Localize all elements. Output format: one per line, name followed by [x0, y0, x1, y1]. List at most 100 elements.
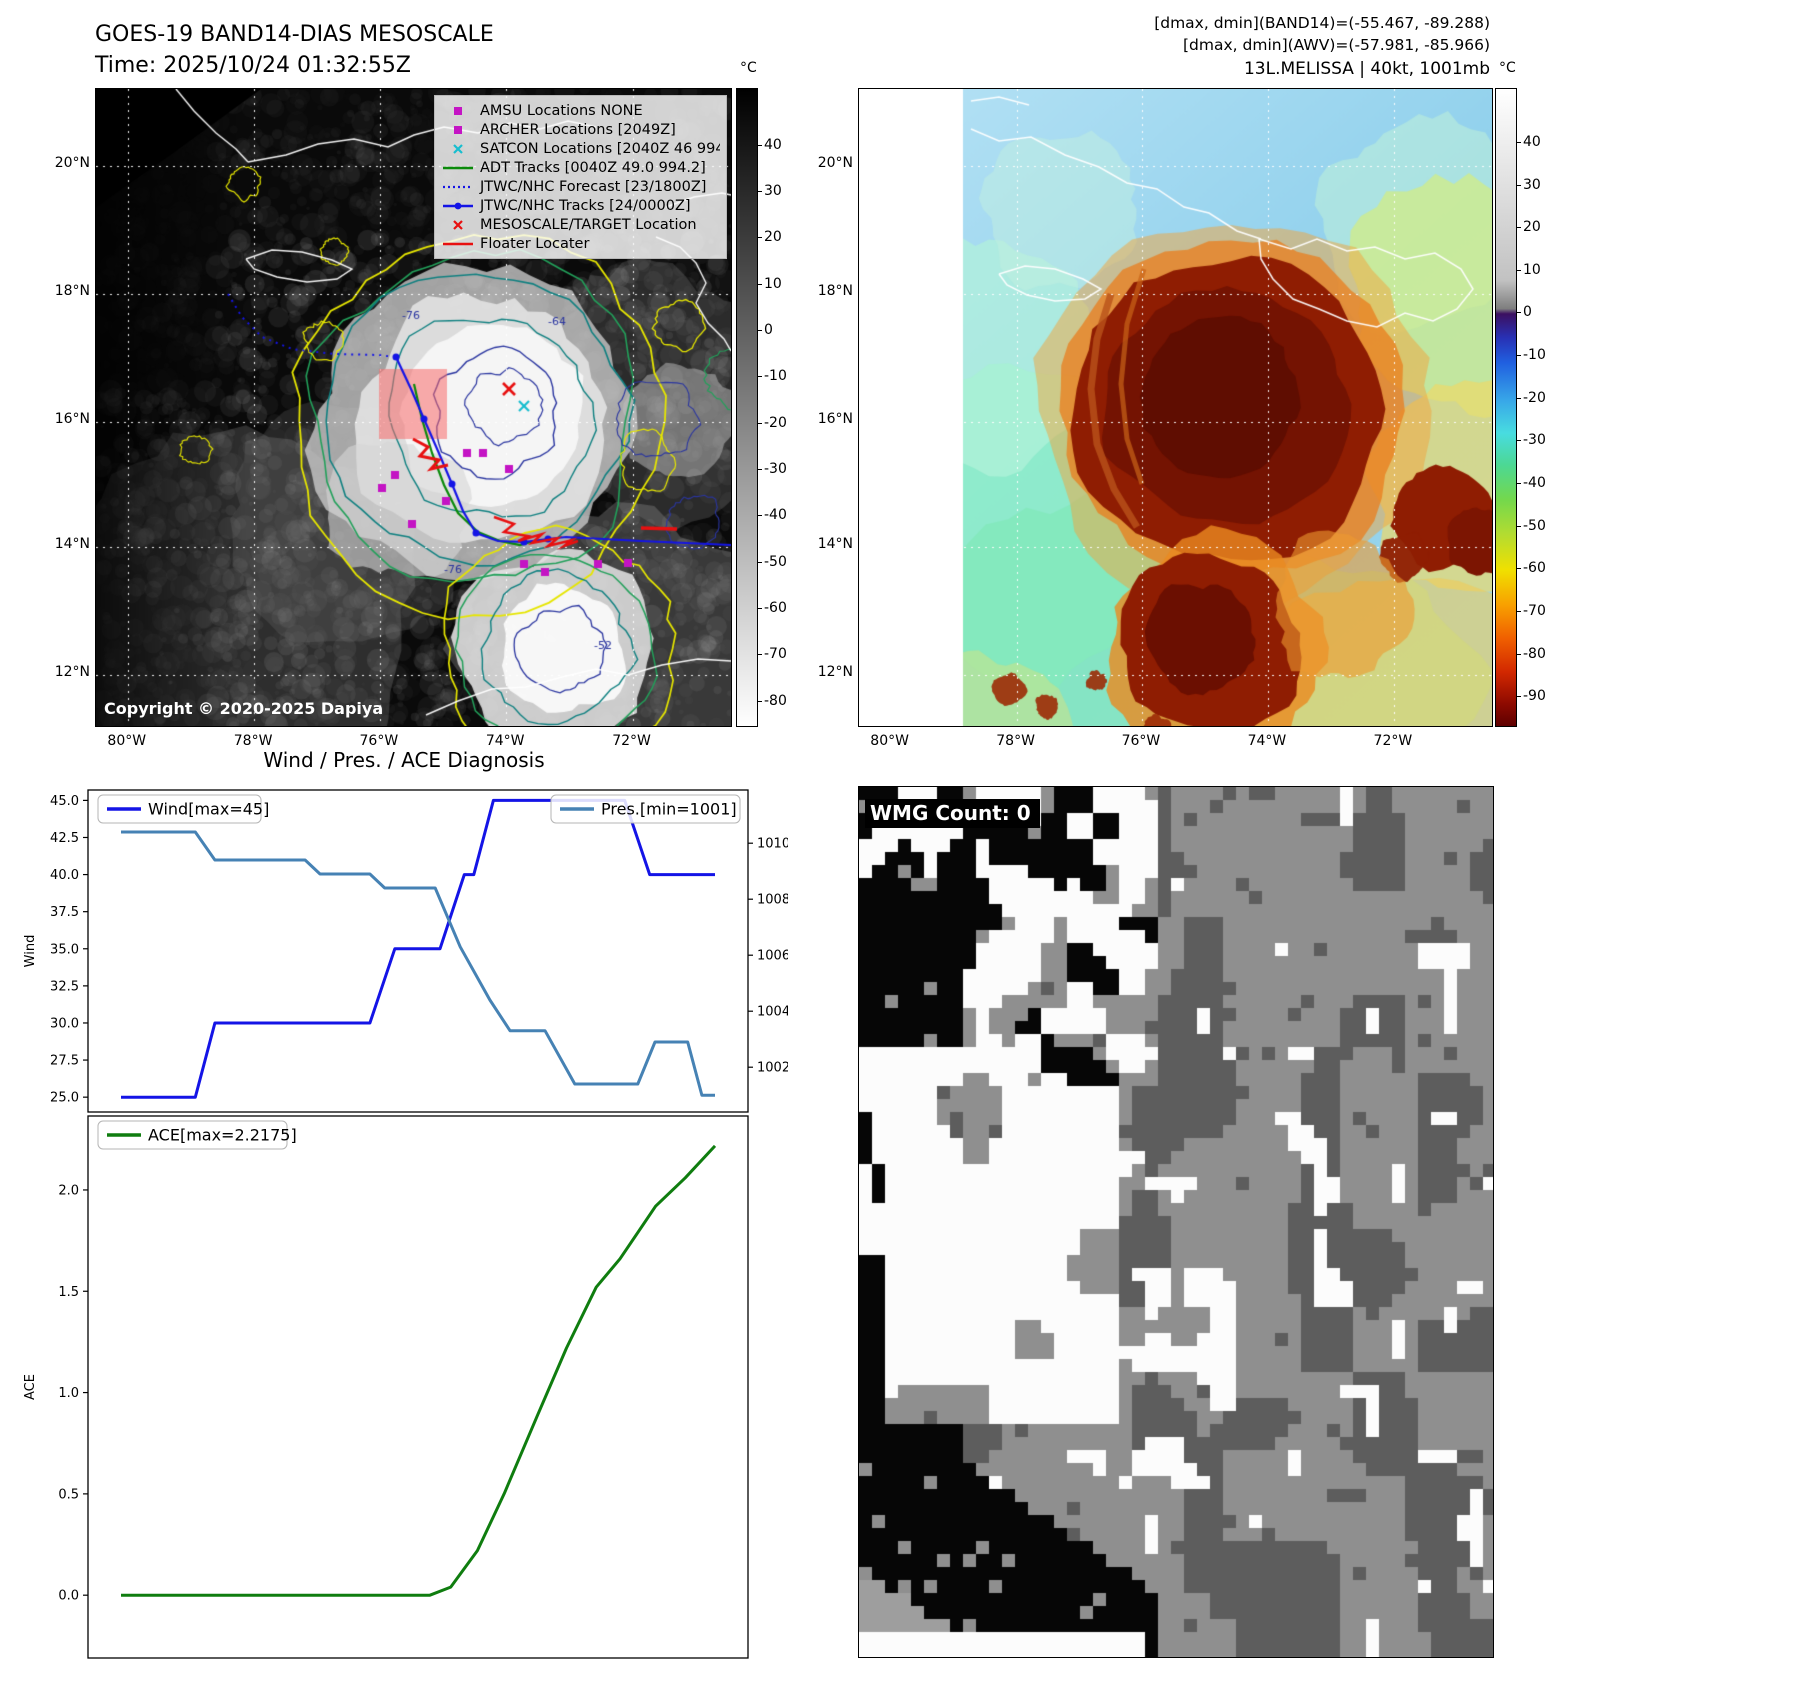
colorbar-tick-label: -70	[1523, 602, 1546, 619]
colorbar-tickmark	[1516, 568, 1521, 570]
storm-stats-header: [dmax, dmin](BAND14)=(-55.467, -89.288) …	[860, 12, 1490, 82]
colorbar-tickmark	[757, 607, 762, 609]
lon-tick-label: 76°W	[359, 733, 399, 749]
colorbar-tick-label: -10	[1523, 347, 1546, 364]
colorbar-tickmark	[1516, 696, 1521, 698]
svg-text:ACE: ACE	[23, 1374, 38, 1400]
colorbar-tickmark	[757, 283, 762, 285]
svg-text:ACE[max=2.2175]: ACE[max=2.2175]	[148, 1126, 297, 1145]
legend-item: Floater Locater	[441, 234, 720, 253]
legend-item: AMSU Locations NONE	[441, 101, 720, 120]
svg-text:32.5: 32.5	[50, 979, 79, 994]
colorbar-tick-label: -30	[1523, 432, 1546, 449]
legend-item-label: ADT Tracks [0040Z 49.0 994.2]	[480, 159, 706, 176]
wind-pressure-chart: 25.0 27.5 30.0 32.5 35.0 37.5 40.0 42.5 45.0 1002…	[20, 786, 788, 1116]
legend-item-label: AMSU Locations NONE	[480, 102, 643, 119]
colorbar-tick-label: -50	[1523, 517, 1546, 534]
colorbar-tickmark	[1516, 482, 1521, 484]
wmg-count-label: WMG Count: 0	[865, 799, 1040, 828]
dmax-dmin-band14: [dmax, dmin](BAND14)=(-55.467, -89.288)	[1154, 14, 1490, 32]
lat-tick-label: 12°N	[817, 664, 853, 681]
lon-tick-label: 72°W	[1373, 733, 1413, 749]
map-legend: AMSU Locations NONE ARCHER Locations [204…	[434, 95, 727, 259]
colorbar-tick-label: -20	[764, 414, 787, 431]
diagnosis-chart-title: Wind / Pres. / ACE Diagnosis	[263, 748, 545, 772]
lat-tick-label: 14°N	[54, 536, 90, 552]
svg-text:1008: 1008	[757, 893, 788, 908]
band14-timestamp: Time: 2025/10/24 01:32:55Z	[95, 52, 411, 78]
ace-chart: 0.0 0.5 1.0 1.5 2.0 ACE ACE[max=2.2175]	[20, 1114, 788, 1662]
colorbar-tickmark	[1516, 397, 1521, 399]
legend-item: JTWC/NHC Forecast [23/1800Z]	[441, 177, 720, 196]
lat-tick-label: 18°N	[54, 283, 90, 300]
legend-item-label: Floater Locater	[480, 235, 590, 252]
colorbar-tick-label: -70	[764, 646, 787, 663]
awv-satellite-canvas	[859, 89, 1492, 726]
lon-tick-label: 78°W	[996, 733, 1035, 749]
lon-tick-label: 74°W	[485, 733, 525, 749]
dmax-dmin-awv: [dmax, dmin](AWV)=(-57.981, -85.966)	[1183, 36, 1490, 55]
svg-text:Pres.[min=1001]: Pres.[min=1001]	[601, 800, 737, 819]
lat-tick-label: 16°N	[54, 411, 90, 428]
colorbar-tickmark	[1516, 141, 1521, 143]
colorbar-tickmark	[1516, 355, 1521, 357]
colorbar-tickmark	[757, 237, 762, 239]
colorbar-tickmark	[1516, 312, 1521, 314]
svg-text:40.0: 40.0	[50, 868, 79, 883]
colorbar-tick-label: 40	[1523, 133, 1541, 150]
band14-colorbar-unit: °C	[740, 60, 757, 76]
colorbar-tickmark	[1516, 269, 1521, 271]
copyright-watermark: Copyright © 2020-2025 Dapiya	[104, 699, 384, 718]
colorbar-tickmark	[757, 329, 762, 331]
legend-item: JTWC/NHC Tracks [24/0000Z]	[441, 196, 720, 215]
colorbar-tickmark	[757, 700, 762, 702]
colorbar-tick-label: -30	[764, 460, 787, 477]
band14-title: GOES-19 BAND14-DIAS MESOSCALE	[95, 22, 494, 47]
colorbar-tickmark	[757, 515, 762, 517]
svg-text:35.0: 35.0	[50, 942, 79, 957]
lon-tick-label: 80°W	[107, 733, 147, 749]
chart-legend: ACE[max=2.2175]	[97, 1120, 297, 1150]
colorbar-tick-label: -90	[1523, 688, 1546, 705]
awv-colorbar-unit: °C	[1499, 60, 1516, 76]
colorbar-tickmark	[757, 376, 762, 378]
colorbar-tick-label: 40	[764, 136, 782, 153]
svg-text:1006: 1006	[757, 949, 788, 964]
svg-text:37.5: 37.5	[50, 905, 79, 920]
adt-track-icon	[441, 160, 475, 176]
lat-tick-label: 20°N	[817, 155, 853, 172]
wmg-grid-canvas	[859, 787, 1493, 1657]
svg-text:1.5: 1.5	[58, 1285, 79, 1300]
svg-text:1002: 1002	[757, 1061, 788, 1076]
lat-tick-label: 16°N	[817, 411, 853, 428]
satcon-marker-icon	[441, 141, 475, 157]
colorbar-tickmark	[1516, 610, 1521, 612]
band14-satellite-map: AMSU Locations NONE ARCHER Locations [204…	[95, 88, 732, 727]
colorbar-tickmark	[1516, 227, 1521, 229]
colorbar-tickmark	[1516, 653, 1521, 655]
legend-item: ADT Tracks [0040Z 49.0 994.2]	[441, 158, 720, 177]
svg-text:45.0: 45.0	[50, 794, 79, 809]
chart-legend: Wind[max=45]	[97, 794, 269, 824]
amsu-marker-icon	[441, 103, 475, 119]
svg-text:0.5: 0.5	[58, 1487, 79, 1502]
colorbar-tickmark	[757, 190, 762, 192]
chart-legend: Pres.[min=1001]	[550, 794, 741, 824]
colorbar-tick-label: 20	[1523, 219, 1541, 236]
jtwc-forecast-icon	[441, 179, 475, 195]
lat-tick-label: 18°N	[817, 283, 853, 300]
colorbar-tickmark	[757, 654, 762, 656]
floater-locater-icon	[441, 236, 475, 252]
lon-tick-label: 80°W	[870, 733, 909, 749]
colorbar-tick-label: 30	[764, 182, 782, 199]
lat-tick-label: 20°N	[54, 155, 90, 172]
colorbar-tickmark	[1516, 184, 1521, 186]
colorbar-tick-label: -80	[1523, 645, 1546, 662]
colorbar-tick-label: -60	[764, 599, 787, 616]
wmg-panel: WMG Count: 0	[858, 786, 1494, 1658]
legend-item: MESOSCALE/TARGET Location	[441, 215, 720, 234]
lon-tick-label: 78°W	[233, 733, 273, 749]
lon-tick-label: 74°W	[1247, 733, 1287, 749]
colorbar-tick-label: 0	[764, 321, 773, 338]
